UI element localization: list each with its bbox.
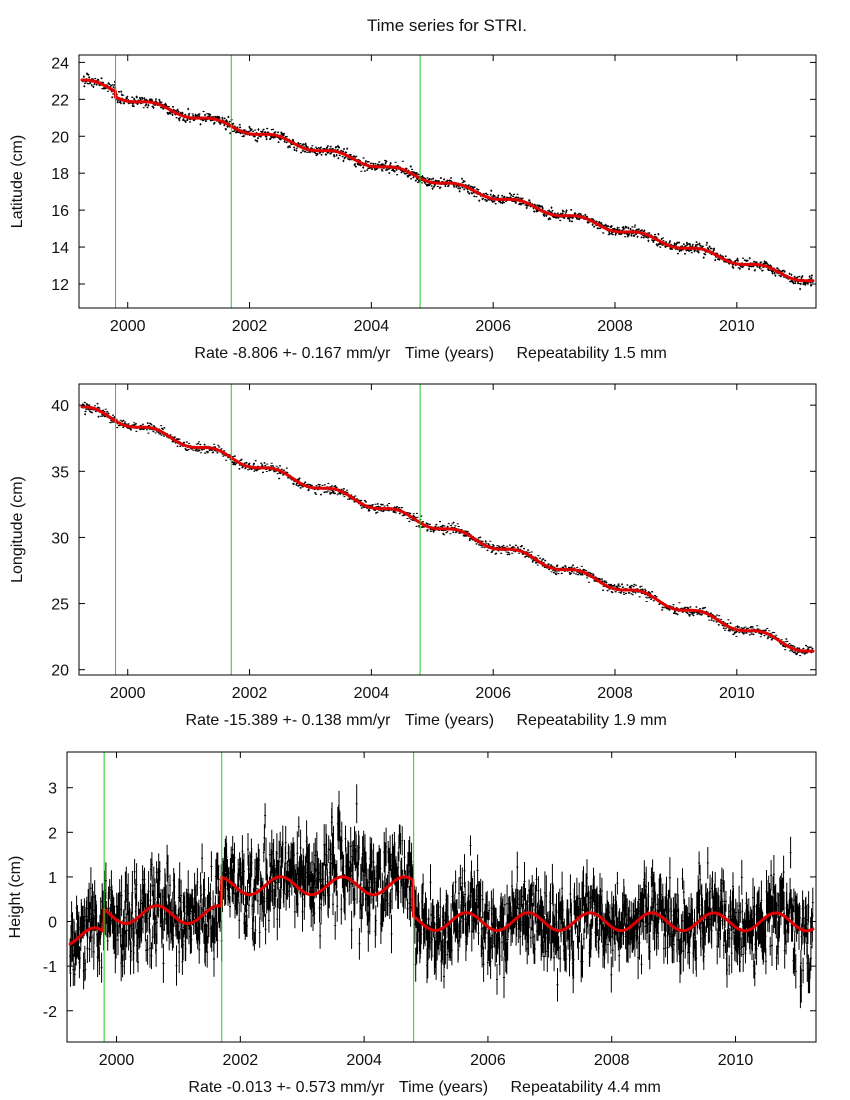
x-tick-label: 2008	[597, 685, 633, 702]
height-data-points	[69, 784, 814, 1009]
y-tick-label: 20	[51, 129, 69, 146]
height-repeatability-text: Repeatability 4.4 mm	[511, 1079, 661, 1096]
y-tick-label: -2	[43, 1004, 57, 1021]
height-points	[69, 784, 814, 1009]
latitude-panel: 2000 2002 2004 2006 2008 2010 12 14 16 18 20 22 24 La…	[9, 54, 817, 362]
height-frame	[66, 751, 817, 1043]
latitude-points	[81, 72, 814, 291]
height-panel: 2000 2002 2004 2006 2008 2010 -2 -1 0 1 2 3 Height (…	[7, 751, 817, 1096]
y-tick-label: 35	[51, 464, 69, 481]
y-tick-label: 22	[51, 92, 69, 109]
x-tick-label: 2004	[354, 318, 390, 335]
y-tick-label: 24	[51, 55, 69, 72]
latitude-rate-text: Rate -8.806 +- 0.167 mm/yr	[194, 345, 391, 362]
y-tick-label: 18	[51, 166, 69, 183]
height-model-segment	[412, 911, 815, 933]
x-tick-label: 2008	[594, 1052, 630, 1069]
x-tick-label: 2002	[223, 1052, 259, 1069]
y-tick-label: 3	[48, 781, 57, 798]
latitude-model-segment	[80, 78, 117, 99]
x-tick-label: 2000	[110, 318, 146, 335]
longitude-rate-text: Rate -15.389 +- 0.138 mm/yr	[186, 712, 392, 729]
y-tick-label: 16	[51, 203, 69, 220]
latitude-model	[80, 78, 815, 283]
y-tick-label: 14	[51, 240, 69, 257]
longitude-model-segment	[80, 405, 117, 423]
x-tick-label: 2002	[232, 318, 268, 335]
x-tick-label: 2010	[719, 685, 755, 702]
latitude-xlabel: Time (years)	[405, 345, 494, 362]
latitude-data-points	[81, 72, 814, 291]
y-tick-label: 0	[48, 915, 57, 932]
y-tick-label: 2	[48, 825, 57, 842]
longitude-model-segment	[229, 456, 422, 525]
y-tick-label: 30	[51, 530, 69, 547]
longitude-repeatability-text: Repeatability 1.9 mm	[517, 712, 667, 729]
latitude-frame	[78, 54, 817, 309]
longitude-model-segment	[418, 521, 815, 653]
x-tick-label: 2006	[475, 685, 511, 702]
height-model	[68, 875, 815, 946]
longitude-panel: 2000 2002 2004 2006 2008 2010 20 25 30 35 40 Longit…	[9, 383, 817, 729]
latitude-model-segment	[229, 124, 422, 180]
y-tick-label: 25	[51, 597, 69, 614]
longitude-frame	[78, 383, 817, 676]
y-tick-label: 40	[51, 398, 69, 415]
x-tick-label: 2000	[110, 685, 146, 702]
y-tick-label: -1	[43, 959, 57, 976]
longitude-model-segment	[114, 419, 233, 460]
latitude-repeatability-text: Repeatability 1.5 mm	[517, 345, 667, 362]
latitude-model-segment	[114, 95, 233, 128]
height-ylabel: Height (cm)	[7, 856, 24, 939]
y-tick-label: 1	[48, 870, 57, 887]
longitude-model	[80, 405, 815, 653]
height-model-segment	[220, 875, 416, 918]
x-tick-label: 2006	[475, 318, 511, 335]
height-model-segment	[102, 875, 224, 925]
x-tick-label: 2010	[719, 318, 755, 335]
x-tick-label: 2006	[470, 1052, 506, 1069]
x-tick-label: 2010	[718, 1052, 754, 1069]
figure-title: Time series for STRI.	[367, 16, 527, 35]
x-tick-label: 2002	[232, 685, 268, 702]
height-xlabel: Time (years)	[399, 1079, 488, 1096]
y-tick-label: 20	[51, 663, 69, 680]
height-rate-text: Rate -0.013 +- 0.573 mm/yr	[188, 1079, 385, 1096]
latitude-model-segment	[418, 176, 815, 283]
x-tick-label: 2000	[99, 1052, 135, 1069]
y-tick-label: 12	[51, 277, 69, 294]
latitude-ylabel: Latitude (cm)	[9, 135, 26, 228]
x-tick-label: 2004	[354, 685, 390, 702]
x-tick-label: 2008	[597, 318, 633, 335]
height-model-segment	[68, 907, 106, 946]
longitude-xlabel: Time (years)	[405, 712, 494, 729]
x-tick-label: 2004	[346, 1052, 382, 1069]
longitude-ylabel: Longitude (cm)	[9, 476, 26, 583]
